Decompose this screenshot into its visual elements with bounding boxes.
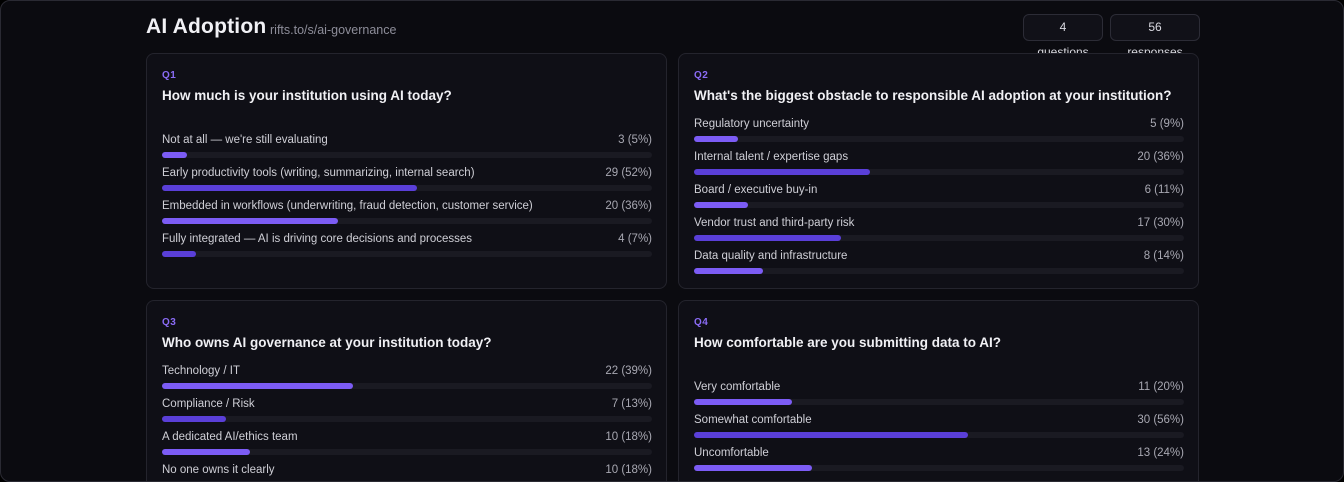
progress-fill	[694, 268, 763, 274]
answer-label: No one owns it clearly	[162, 464, 275, 476]
question-card-q2: Q2 What's the biggest obstacle to respon…	[678, 53, 1199, 289]
answer-option[interactable]: Not at all — we're still evaluating 3 (5%…	[162, 134, 652, 167]
answer-option[interactable]: Data quality and infrastructure 8 (14%)	[694, 250, 1184, 283]
answer-label: Uncomfortable	[694, 447, 769, 459]
answer-label: Board / executive buy-in	[694, 184, 818, 196]
page-header: AI Adoption rifts.to/s/ai-governance 4 q…	[146, 14, 1200, 59]
progress-track	[162, 416, 652, 422]
answer-option[interactable]: Compliance / Risk 7 (13%)	[162, 398, 652, 431]
answer-count: 6 (11%)	[1144, 184, 1184, 196]
answer-option[interactable]: Vendor trust and third-party risk 17 (30%…	[694, 217, 1184, 250]
questions-count-badge: 4 questions	[1023, 14, 1103, 59]
progress-track	[162, 449, 652, 455]
answer-count: 17 (30%)	[1137, 217, 1184, 229]
progress-fill	[162, 449, 251, 455]
answer-count: 5 (9%)	[1150, 118, 1184, 130]
answer-option[interactable]: Internal talent / expertise gaps 20 (36%)	[694, 151, 1184, 184]
answer-count: 22 (39%)	[605, 365, 652, 377]
answer-option[interactable]: Regulatory uncertainty 5 (9%)	[694, 118, 1184, 151]
progress-fill	[162, 218, 339, 224]
progress-fill	[694, 465, 812, 471]
answer-count: 20 (36%)	[605, 200, 652, 212]
progress-track	[694, 136, 1184, 142]
question-text: How much is your institution using AI to…	[162, 88, 452, 103]
responses-count-badge[interactable]: 56 responses	[1110, 14, 1200, 59]
answer-label: Compliance / Risk	[162, 398, 255, 410]
answer-count: 3 (5%)	[618, 134, 652, 146]
answer-count: 8 (14%)	[1143, 250, 1184, 262]
answer-option[interactable]: No one owns it clearly 10 (18%)	[162, 464, 652, 481]
progress-track	[162, 185, 652, 191]
question-number: Q2	[694, 70, 709, 81]
answer-count: 30 (56%)	[1137, 414, 1184, 426]
progress-track	[162, 251, 652, 257]
answer-label: Regulatory uncertainty	[694, 118, 810, 130]
progress-fill	[694, 202, 748, 208]
answer-label: Vendor trust and third-party risk	[694, 217, 855, 229]
progress-fill	[162, 152, 187, 158]
progress-track	[694, 268, 1184, 274]
answer-option[interactable]: Board / executive buy-in 6 (11%)	[694, 184, 1184, 217]
progress-track	[162, 218, 652, 224]
survey-url[interactable]: rifts.to/s/ai-governance	[270, 23, 397, 37]
answer-count: 10 (18%)	[605, 464, 652, 476]
answer-label: Internal talent / expertise gaps	[694, 151, 849, 163]
progress-track	[694, 465, 1184, 471]
answer-label: Somewhat comfortable	[694, 414, 812, 426]
answer-option[interactable]: A dedicated AI/ethics team 10 (18%)	[162, 431, 652, 464]
progress-track	[694, 169, 1184, 175]
answer-label: Fully integrated — AI is driving core de…	[162, 233, 473, 245]
answer-label: Embedded in workflows (underwriting, fra…	[162, 200, 533, 212]
progress-fill	[162, 251, 197, 257]
question-card-q4: Q4 How comfortable are you submitting da…	[678, 300, 1199, 481]
answer-option[interactable]: Embedded in workflows (underwriting, fra…	[162, 200, 652, 233]
answer-label: Not at all — we're still evaluating	[162, 134, 328, 146]
progress-fill	[694, 432, 969, 438]
answer-label: Very comfortable	[694, 381, 781, 393]
progress-fill	[694, 136, 739, 142]
progress-track	[162, 152, 652, 158]
answer-option[interactable]: Very comfortable 11 (20%)	[694, 381, 1184, 414]
answer-count: 20 (36%)	[1137, 151, 1184, 163]
answer-label: Technology / IT	[162, 365, 240, 377]
question-text: What's the biggest obstacle to responsib…	[694, 88, 1172, 103]
answer-option[interactable]: Early productivity tools (writing, summa…	[162, 167, 652, 200]
progress-fill	[694, 169, 871, 175]
answer-label: Early productivity tools (writing, summa…	[162, 167, 475, 179]
question-number: Q4	[694, 317, 709, 328]
progress-fill	[162, 383, 354, 389]
progress-track	[694, 202, 1184, 208]
answer-count: 11 (20%)	[1138, 381, 1184, 393]
answer-option[interactable]: Technology / IT 22 (39%)	[162, 365, 652, 398]
answer-count: 4 (7%)	[618, 233, 652, 245]
progress-fill	[694, 235, 841, 241]
progress-track	[162, 383, 652, 389]
answer-count: 7 (13%)	[611, 398, 652, 410]
progress-fill	[162, 416, 226, 422]
progress-track	[694, 399, 1184, 405]
page-title: AI Adoption	[146, 15, 267, 38]
progress-track	[694, 432, 1184, 438]
answer-count: 10 (18%)	[605, 431, 652, 443]
answer-count: 29 (52%)	[605, 167, 652, 179]
answer-label: A dedicated AI/ethics team	[162, 431, 298, 443]
question-card-q3: Q3 Who owns AI governance at your instit…	[146, 300, 667, 481]
question-text: How comfortable are you submitting data …	[694, 335, 1002, 350]
answer-label: Data quality and infrastructure	[694, 250, 848, 262]
progress-fill	[162, 185, 417, 191]
answer-option[interactable]: Somewhat comfortable 30 (56%)	[694, 414, 1184, 447]
question-number: Q1	[162, 70, 177, 81]
answer-count: 13 (24%)	[1137, 447, 1184, 459]
progress-track	[694, 235, 1184, 241]
question-number: Q3	[162, 317, 177, 328]
answer-option[interactable]: Uncomfortable 13 (24%)	[694, 447, 1184, 480]
question-text: Who owns AI governance at your instituti…	[162, 335, 492, 350]
answer-option[interactable]: Fully integrated — AI is driving core de…	[162, 233, 652, 266]
progress-fill	[694, 399, 792, 405]
question-card-q1: Q1 How much is your institution using AI…	[146, 53, 667, 289]
